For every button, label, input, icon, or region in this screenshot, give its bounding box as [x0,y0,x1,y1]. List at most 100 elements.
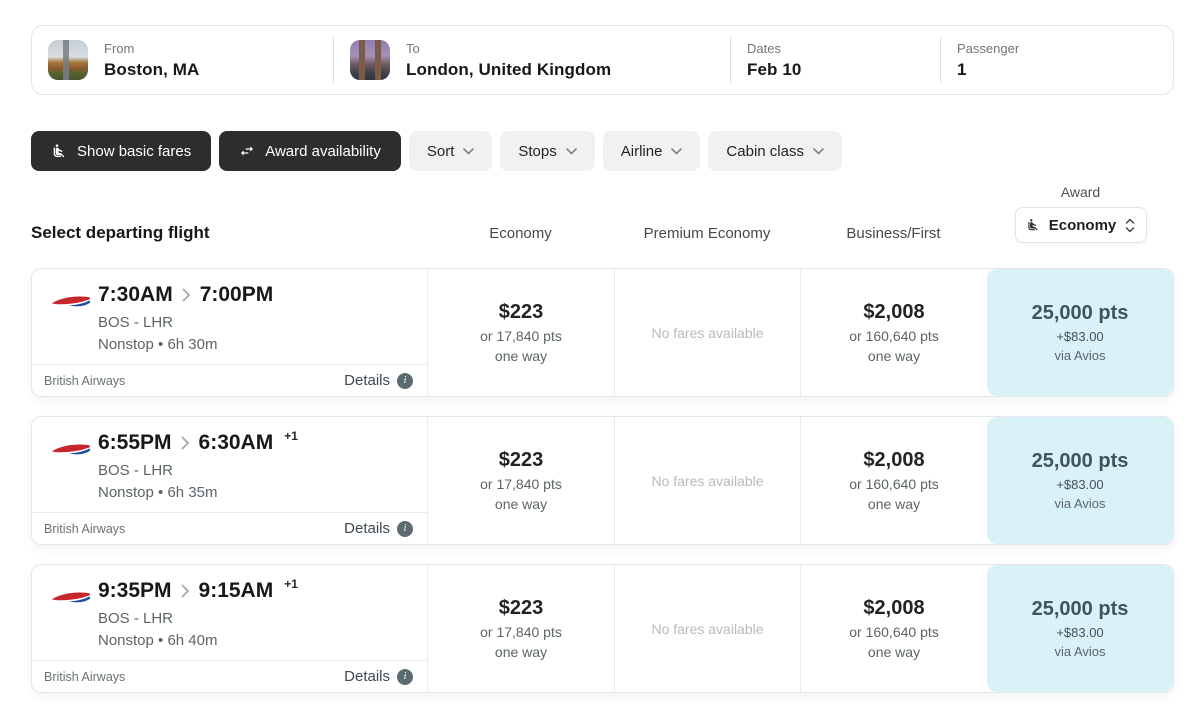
chevron-down-icon [813,147,824,155]
premium-economy-fare-cell: No fares available [614,565,800,692]
details-button[interactable]: Details i [344,668,413,685]
details-button[interactable]: Details i [344,372,413,389]
flight-row-footer: British Airways Details i [32,364,427,396]
stops-label: Stops [518,142,557,160]
details-label: Details [344,668,390,685]
info-icon: i [397,668,413,685]
chevron-right-icon [181,436,190,450]
sort-label: Sort [426,142,455,160]
award-cash: +$83.00 [1056,329,1104,344]
search-field-passenger[interactable]: Passenger 1 [941,26,1173,94]
award-program: via Avios [1054,644,1106,659]
flight-route: BOS - LHR [98,610,174,627]
column-header-business-first: Business/First [846,224,941,242]
show-basic-fares-button[interactable]: Show basic fares [31,131,212,171]
award-availability-label: Award availability [265,142,381,160]
award-fare-cell[interactable]: 25,000 pts +$83.00 via Avios [987,269,1173,396]
flight-row: 9:35PM 9:15AM +1 BOS - LHR Nonstop • 6h … [31,564,1174,693]
fare-way: one way [494,644,548,660]
details-label: Details [344,372,390,389]
british-airways-logo-icon [49,438,93,462]
premium-economy-fare-cell: No fares available [614,417,800,544]
search-field-dates[interactable]: Dates Feb 10 [731,26,940,94]
british-airways-logo-icon [49,586,93,610]
departure-time: 6:55PM [98,431,172,454]
departure-time: 9:35PM [98,579,172,602]
fare-price: $2,008 [863,597,925,619]
column-header-economy: Economy [489,224,552,242]
airline-label: Airline [620,142,663,160]
fare-points: or 160,640 pts [849,624,939,640]
flight-row-footer: British Airways Details i [32,660,427,692]
flight-summary-cell: 7:30AM 7:00PM BOS - LHR Nonstop • 6h 30m… [32,269,427,396]
fare-points: or 17,840 pts [480,328,562,344]
fare-points: or 17,840 pts [480,624,562,640]
arrival-time: 9:15AM [198,579,274,602]
search-field-from[interactable]: From Boston, MA [32,26,333,94]
economy-fare-cell[interactable]: $223 or 17,840 pts one way [427,269,614,396]
business-first-fare-cell[interactable]: $2,008 or 160,640 pts one way [800,417,987,544]
stops-duration: Nonstop • 6h 40m [98,632,218,649]
fare-price: $2,008 [863,449,925,471]
award-points: 25,000 pts [1031,598,1129,620]
flight-route: BOS - LHR [98,314,174,331]
search-summary-bar: From Boston, MA To London, United Kingdo… [31,25,1174,95]
award-cabin-value: Economy [1048,216,1117,234]
passenger-value: 1 [957,59,967,79]
flight-row: 6:55PM 6:30AM +1 BOS - LHR Nonstop • 6h … [31,416,1174,545]
chevron-right-icon [181,584,190,598]
award-cash: +$83.00 [1056,477,1104,492]
economy-fare-cell[interactable]: $223 or 17,840 pts one way [427,417,614,544]
fare-way: one way [867,348,921,364]
award-cash: +$83.00 [1056,625,1104,640]
stops-duration: Nonstop • 6h 35m [98,484,218,501]
business-first-fare-cell[interactable]: $2,008 or 160,640 pts one way [800,269,987,396]
chevron-right-icon [182,288,191,302]
stops-dropdown[interactable]: Stops [500,131,595,171]
arrival-time: 7:00PM [199,283,274,306]
economy-fare-cell[interactable]: $223 or 17,840 pts one way [427,565,614,692]
sort-dropdown[interactable]: Sort [408,131,493,171]
swap-arrows-icon [239,143,255,159]
fare-price: $223 [498,597,544,619]
british-airways-logo-icon [49,290,93,314]
award-fare-cell[interactable]: 25,000 pts +$83.00 via Avios [987,565,1173,692]
award-availability-button[interactable]: Award availability [219,131,401,171]
seat-icon [1026,218,1040,232]
dates-label: Dates [747,40,781,56]
passenger-label: Passenger [957,40,1020,56]
field-divider [940,37,941,83]
award-fare-cell[interactable]: 25,000 pts +$83.00 via Avios [987,417,1173,544]
dates-value: Feb 10 [747,59,802,79]
no-fares-text: No fares available [651,472,764,489]
fare-price: $2,008 [863,301,925,323]
flight-times: 9:35PM 9:15AM +1 [98,577,298,603]
arrival-time: 6:30AM [198,431,274,454]
fare-price: $223 [498,301,544,323]
airline-name: British Airways [44,373,126,388]
chevron-down-icon [565,147,577,155]
field-divider [333,37,334,83]
page-title: Select departing flight [31,223,210,242]
chevron-down-icon [671,147,683,155]
fare-way: one way [867,496,921,512]
award-points: 25,000 pts [1031,302,1129,324]
details-button[interactable]: Details i [344,520,413,537]
airline-dropdown[interactable]: Airline [602,131,701,171]
cabin-class-dropdown[interactable]: Cabin class [708,131,842,171]
select-arrows-icon [1125,218,1135,233]
fare-way: one way [494,496,548,512]
cabin-class-label: Cabin class [726,142,804,160]
award-cabin-selector[interactable]: Economy [1014,207,1147,243]
award-program: via Avios [1054,348,1106,363]
from-value: Boston, MA [104,59,200,79]
filter-toolbar: Show basic fares Award availability Sort… [31,131,842,171]
airline-name: British Airways [44,669,126,684]
to-value: London, United Kingdom [406,59,612,79]
info-icon: i [397,520,413,537]
plus-day-badge: +1 [284,429,298,443]
search-field-to[interactable]: To London, United Kingdom [334,26,730,94]
show-basic-fares-label: Show basic fares [77,142,192,160]
award-program: via Avios [1054,496,1106,511]
business-first-fare-cell[interactable]: $2,008 or 160,640 pts one way [800,565,987,692]
